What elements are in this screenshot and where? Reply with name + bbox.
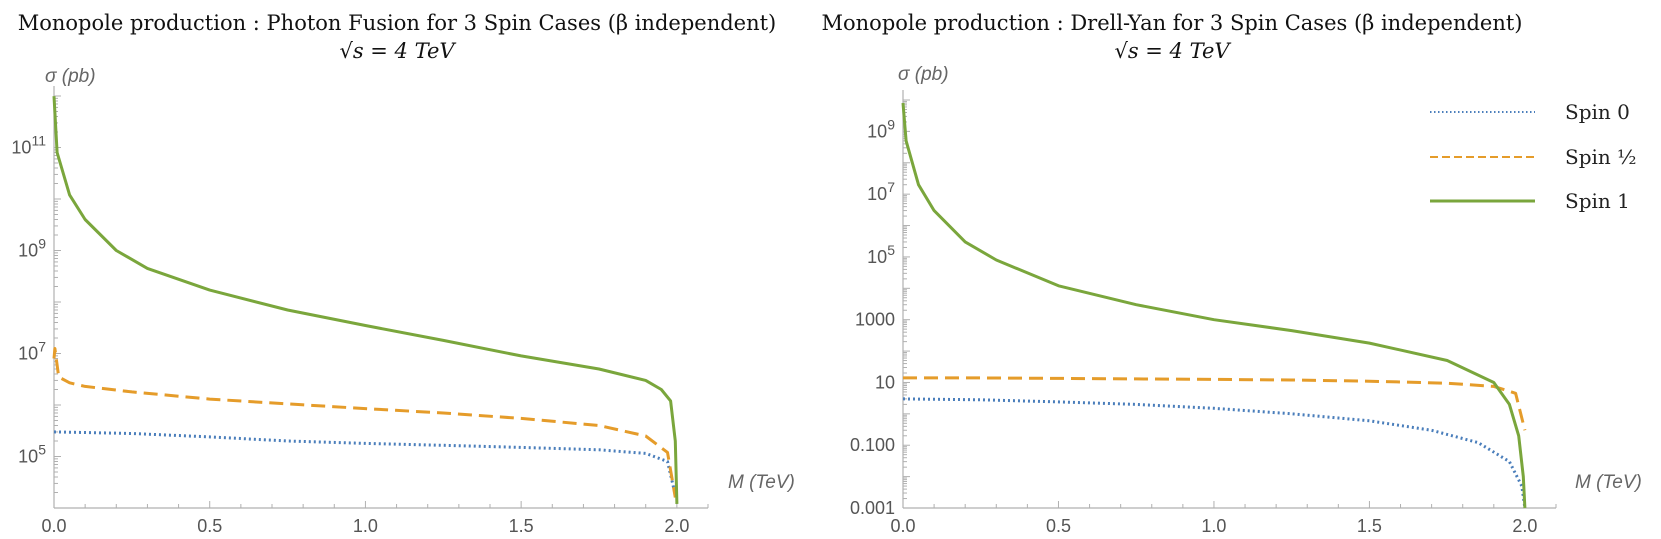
y-tick-label: 109	[18, 236, 46, 261]
x-tick-label: 2.0	[1512, 516, 1537, 536]
series-layer	[52, 96, 679, 504]
legend-label-spin-0: Spin 0	[1565, 100, 1630, 124]
chart-subtitle: √s = 4 TeV	[1114, 39, 1231, 63]
legend-label-spin-1: Spin 1	[1565, 189, 1630, 213]
y-axis-label: σ (pb)	[898, 64, 949, 85]
x-axis-label: M (TeV)	[728, 472, 795, 493]
y-tick-label: 107	[867, 179, 895, 204]
chart-title: Monopole production : Photon Fusion for …	[18, 11, 777, 35]
chart-subtitle: √s = 4 TeV	[339, 39, 456, 63]
y-tick-label: 1000	[855, 310, 895, 330]
x-tick-label: 0.0	[890, 516, 915, 536]
x-tick-label: 0.5	[1046, 516, 1071, 536]
x-tick-label: 1.0	[1201, 516, 1226, 536]
axes: 0.0 0.5 1.0 1.5 2.0 105 107 109 1011	[11, 86, 709, 536]
y-tick-label: 0.001	[850, 498, 895, 518]
series-line-spin-0	[53, 430, 677, 496]
series-line-spin-1	[52, 96, 679, 504]
y-axis-label: σ (pb)	[45, 66, 96, 87]
y-tick-label: 1011	[11, 133, 46, 158]
y-tick-label: 10	[875, 372, 895, 392]
x-tick-label: 1.0	[353, 516, 378, 536]
y-tick-label: 109	[867, 116, 895, 141]
x-tick-label: 1.5	[509, 516, 534, 536]
legend-entry-spin-0: Spin 0	[1430, 100, 1630, 124]
chart-photon-fusion: Monopole production : Photon Fusion for …	[11, 11, 794, 536]
y-tick-label: 105	[867, 242, 895, 267]
y-tick-label: 107	[18, 339, 46, 364]
x-axis-label: M (TeV)	[1575, 472, 1642, 493]
series-line-spin-1	[901, 102, 1527, 509]
series-line-spin-half	[903, 376, 1527, 431]
axes: 0.0 0.5 1.0 1.5 2.0 0.001 0.100 10 1000 105 107 109	[850, 90, 1557, 536]
y-tick-label: 0.100	[850, 435, 895, 455]
x-tick-label: 0.0	[41, 516, 66, 536]
series-line-spin-0	[902, 397, 1527, 509]
series-line-spin-half	[52, 347, 677, 498]
series-layer	[901, 102, 1527, 509]
chart-title: Monopole production : Drell-Yan for 3 Sp…	[822, 11, 1523, 35]
legend-entry-spin-half: Spin ½	[1430, 145, 1637, 169]
y-tick-label: 105	[18, 442, 46, 467]
legend-entry-spin-1: Spin 1	[1430, 189, 1630, 213]
x-tick-label: 0.5	[197, 516, 222, 536]
legend: Spin 0 Spin ½ Spin 1	[1430, 100, 1637, 213]
legend-label-spin-half: Spin ½	[1565, 145, 1637, 169]
chart-drell-yan: Monopole production : Drell-Yan for 3 Sp…	[822, 11, 1642, 536]
x-tick-label: 2.0	[664, 516, 689, 536]
x-tick-label: 1.5	[1357, 516, 1382, 536]
